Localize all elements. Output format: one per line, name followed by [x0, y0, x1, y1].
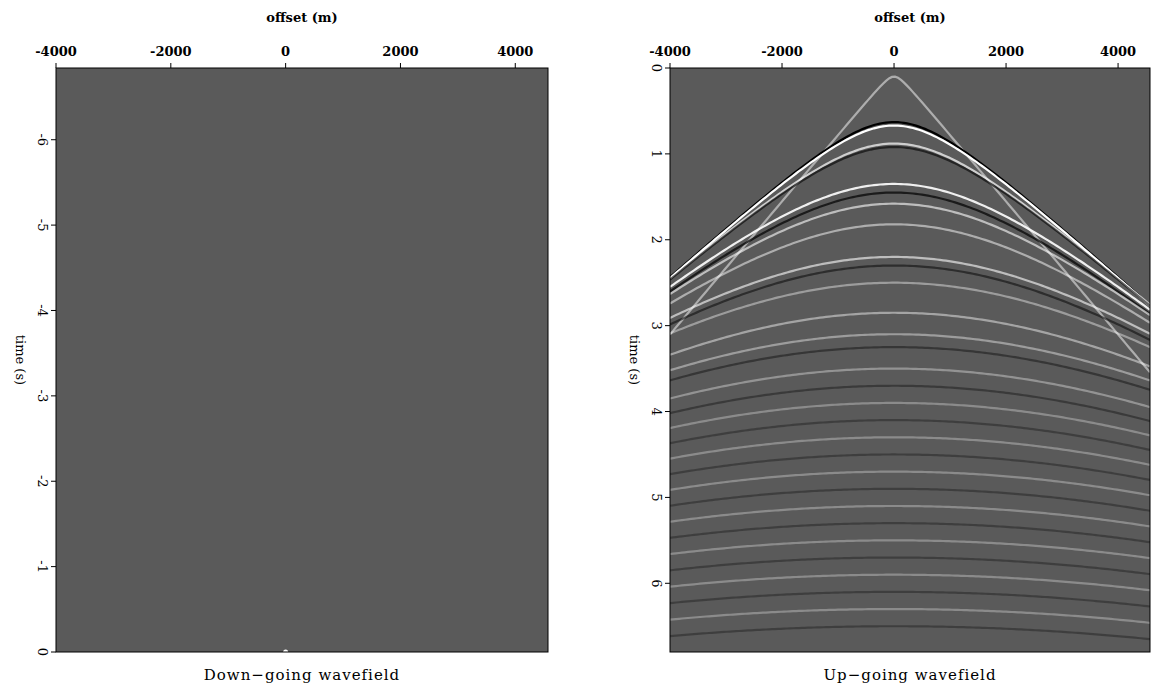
y-tick-label: -4: [35, 304, 50, 317]
y-tick: [51, 566, 56, 567]
x-tick-label: 0: [281, 44, 290, 59]
panel: -4000 -2000 0 2000 4000 offset (m) 0 1 2 3 4 5 6 time…: [627, 10, 1151, 684]
reflection-event: [670, 592, 1150, 607]
x-axis-title: offset (m): [874, 10, 946, 25]
reflection-event: [670, 609, 1150, 623]
x-tick: [56, 63, 57, 68]
y-tick-label: -5: [35, 219, 50, 232]
y-tick: [51, 395, 56, 396]
y-tick-label: -3: [35, 390, 50, 403]
x-tick: [285, 63, 286, 68]
reflection-event: [670, 283, 1150, 347]
panel-title: Down−going wavefield: [204, 666, 400, 684]
reflection-event: [670, 184, 1150, 310]
reflection-event: [670, 626, 1150, 639]
reflection-event: [670, 437, 1150, 465]
reflection-event: [670, 575, 1150, 591]
x-tick-label: 4000: [497, 44, 533, 59]
x-tick: [515, 63, 516, 68]
x-tick-label: 2000: [988, 44, 1024, 59]
reflection-event: [670, 126, 1150, 306]
plot-frame: [670, 68, 1150, 652]
y-tick: [51, 225, 56, 226]
plot-background: [56, 68, 548, 652]
reflection-event: [670, 369, 1150, 408]
x-tick-label: -2000: [150, 44, 192, 59]
reflection-event: [670, 204, 1150, 315]
x-tick-label: -4000: [649, 44, 691, 59]
reflection-event: [670, 420, 1150, 450]
y-tick: [665, 497, 670, 498]
x-tick-label: -4000: [35, 44, 77, 59]
y-tick-label: 0: [35, 648, 50, 656]
y-tick: [665, 583, 670, 584]
y-tick-label: 1: [649, 150, 664, 158]
reflection-event: [670, 540, 1150, 558]
wavefield: [670, 77, 1150, 639]
y-tick-label: 3: [649, 322, 664, 330]
y-tick-label: -1: [35, 560, 50, 573]
figure: -4000-2000020004000offset (m)-6-5-4-3-2-…: [0, 0, 1157, 690]
y-axis-title: time (s): [627, 335, 642, 385]
y-tick-label: 2: [649, 236, 664, 244]
y-tick: [665, 325, 670, 326]
x-tick: [1006, 63, 1007, 68]
y-tick-label: 5: [649, 493, 664, 501]
y-tick: [51, 652, 56, 653]
x-tick: [1118, 63, 1119, 68]
x-tick-label: 0: [890, 44, 899, 59]
reflection-event: [670, 334, 1150, 380]
x-tick: [400, 63, 401, 68]
reflection-event: [670, 266, 1150, 340]
y-axis-title: time (s): [13, 335, 28, 385]
y-tick-label: 6: [649, 579, 664, 587]
reflection-event: [670, 472, 1150, 496]
x-tick: [894, 63, 895, 68]
y-tick: [51, 139, 56, 140]
x-tick-label: 2000: [382, 44, 418, 59]
y-tick: [665, 411, 670, 412]
reflection-event: [670, 558, 1150, 575]
reflection-event: [670, 77, 1150, 373]
x-tick-label: -2000: [761, 44, 803, 59]
panel-title: Up−going wavefield: [823, 666, 996, 684]
y-tick-label: -6: [35, 133, 50, 146]
x-tick-label: 4000: [1100, 44, 1136, 59]
x-tick: [170, 63, 171, 68]
reflection-event: [670, 122, 1150, 305]
y-tick-label: -2: [35, 475, 50, 488]
y-tick: [665, 153, 670, 154]
plot-background: [670, 68, 1150, 652]
x-tick: [670, 63, 671, 68]
y-tick: [665, 68, 670, 69]
reflection-event: [670, 193, 1150, 314]
y-tick-label: 0: [649, 64, 664, 72]
panel: -4000 -2000 0 2000 4000 offset (m) -6 -5 -4 -3 -2 -…: [13, 10, 549, 684]
y-tick: [51, 481, 56, 482]
y-tick-label: 4: [649, 407, 664, 415]
reflection-event: [670, 454, 1150, 480]
y-tick: [665, 239, 670, 240]
plot-frame: [56, 68, 548, 652]
x-axis-title: offset (m): [266, 10, 338, 25]
reflection-event: [670, 489, 1150, 511]
x-tick: [782, 63, 783, 68]
y-tick: [51, 310, 56, 311]
